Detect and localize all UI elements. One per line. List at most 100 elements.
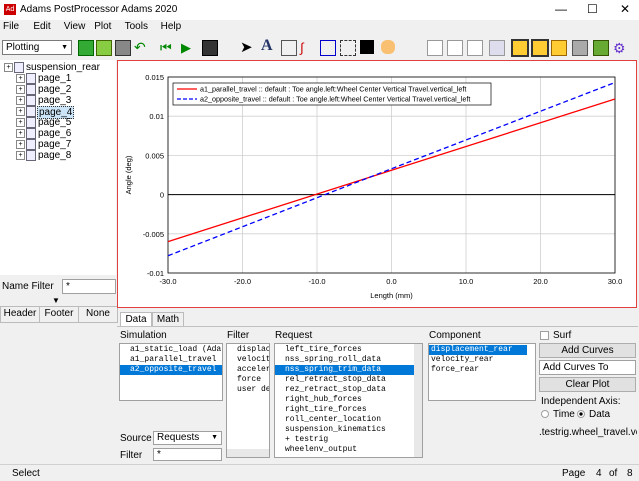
axis-tool[interactable]: [281, 40, 297, 56]
tree-expander[interactable]: +: [16, 140, 25, 149]
list-item[interactable]: right_hub_forces: [285, 395, 362, 404]
page-total: 8: [627, 468, 633, 479]
list-item[interactable]: force: [237, 375, 262, 384]
list-item[interactable]: velocity: [237, 355, 269, 364]
record[interactable]: [202, 40, 218, 56]
x-axis-label: Length (mm): [370, 291, 413, 300]
x-tick-label: -10.0: [308, 277, 325, 286]
play[interactable]: ▶: [181, 40, 191, 55]
data-tab[interactable]: Data: [120, 312, 152, 327]
settings[interactable]: ⚙: [613, 40, 626, 56]
curve-tool[interactable]: ∫: [300, 40, 304, 55]
add-mode-select[interactable]: Add Curves To Current▼: [539, 360, 636, 375]
list-item[interactable]: nss_spring_roll_data: [285, 355, 382, 364]
list-item[interactable]: a1_parallel_travel: [130, 355, 217, 364]
fit-tool[interactable]: [360, 40, 374, 54]
tree-expander[interactable]: +: [4, 63, 13, 72]
list-item[interactable]: suspension_kinematics: [285, 425, 386, 434]
maximize[interactable]: ☐: [587, 2, 598, 16]
scrollbar[interactable]: [227, 449, 269, 457]
source-select[interactable]: Requests ▼: [153, 431, 222, 445]
first[interactable]: ⏮: [160, 40, 172, 55]
plot-frame: -30.0 -20.0 -10.0 0.0 10.0 20.0 30.0 0.015 0.01 0…: [117, 60, 637, 308]
text-tool[interactable]: A: [261, 37, 273, 54]
add-mode-value: Add Curves To Current: [543, 362, 609, 373]
pan-tool[interactable]: [381, 40, 395, 54]
list-item[interactable]: wheelenv_output: [285, 445, 358, 454]
list-item[interactable]: nss_spring_trim_data: [275, 365, 422, 375]
list-item[interactable]: velocity_rear: [431, 355, 494, 364]
toggle-toolbar[interactable]: [551, 40, 567, 56]
refresh[interactable]: [96, 40, 112, 56]
add-curves-button[interactable]: Add Curves: [539, 343, 636, 358]
mode-select[interactable]: Plotting ▼: [2, 40, 72, 55]
header-tab[interactable]: Header: [0, 306, 40, 323]
tree-expander[interactable]: +: [16, 85, 25, 94]
tree-expander[interactable]: +: [16, 96, 25, 105]
tree-item[interactable]: suspension_rear: [26, 62, 100, 73]
data-tab[interactable]: Math: [152, 312, 184, 327]
surf-checkbox[interactable]: [540, 331, 549, 340]
options[interactable]: [572, 40, 588, 56]
select-tool[interactable]: ➤: [240, 39, 253, 56]
page-layout-2[interactable]: [447, 40, 463, 56]
list-item[interactable]: displaceme: [237, 345, 270, 354]
list-item[interactable]: + testrig: [285, 435, 329, 444]
tree-item[interactable]: page_8: [38, 150, 72, 161]
header-tab[interactable]: None: [78, 306, 118, 323]
data-radio[interactable]: [577, 410, 585, 418]
menu-item[interactable]: Tools: [124, 21, 148, 32]
time-radio[interactable]: [541, 410, 549, 418]
list-item[interactable]: force_rear: [431, 365, 480, 374]
undo[interactable]: ↶: [134, 39, 146, 55]
zoom-tool[interactable]: [320, 40, 336, 56]
menu-item[interactable]: File: [3, 21, 20, 32]
page-layout-1[interactable]: [427, 40, 443, 56]
surf-label: Surf: [553, 330, 572, 341]
list-item[interactable]: left_tire_forces: [285, 345, 362, 354]
tree-item[interactable]: page_2: [38, 84, 72, 95]
list-item[interactable]: rel_retract_stop_data: [285, 375, 386, 384]
tree-expander[interactable]: +: [16, 129, 25, 138]
tree-item[interactable]: page_1: [38, 73, 72, 84]
clear-plot-button[interactable]: Clear Plot: [539, 377, 636, 392]
header-tab[interactable]: Footer: [39, 306, 79, 323]
tree-expander[interactable]: +: [16, 151, 25, 160]
page-icon: [26, 139, 36, 150]
tree-item[interactable]: page_5: [38, 117, 72, 128]
toggle-bottom[interactable]: [531, 39, 549, 57]
toggle-tree[interactable]: [511, 39, 529, 57]
scrollbar[interactable]: [414, 344, 422, 457]
minimize[interactable]: —: [555, 2, 567, 16]
tree-expander[interactable]: +: [16, 118, 25, 127]
page-layout-3[interactable]: [467, 40, 483, 56]
name-filter-input[interactable]: *: [62, 279, 116, 294]
filter-input[interactable]: *: [153, 448, 222, 461]
tree-expander[interactable]: +: [16, 74, 25, 83]
tree-item[interactable]: page_6: [38, 128, 72, 139]
list-item[interactable]: a1_static_load (Ada: [130, 345, 222, 354]
list-item[interactable]: user defir: [237, 385, 270, 394]
box-tool[interactable]: [340, 40, 356, 56]
list-item[interactable]: roll_center_location: [285, 415, 382, 424]
tree-expander[interactable]: +: [16, 107, 25, 116]
menu-item[interactable]: Help: [160, 21, 182, 32]
list-item[interactable]: rez_retract_stop_data: [285, 385, 386, 394]
page-label: Page: [562, 468, 586, 479]
tree-item[interactable]: page_7: [38, 139, 72, 150]
page-layout-4[interactable]: [489, 40, 505, 56]
list-item[interactable]: displacement_rear: [429, 345, 527, 355]
list-item[interactable]: a2_opposite_travel: [120, 365, 222, 375]
splitter-arrow[interactable]: ▼: [52, 296, 60, 305]
close[interactable]: ✕: [620, 2, 631, 16]
menu-item[interactable]: Plot: [94, 21, 112, 32]
new-page[interactable]: [78, 40, 94, 56]
print[interactable]: [115, 40, 131, 56]
menu-item[interactable]: View: [63, 21, 86, 32]
tree-item[interactable]: page_3: [38, 95, 72, 106]
tree-item[interactable]: page_4: [37, 106, 75, 119]
list-item[interactable]: right_tire_forces: [285, 405, 367, 414]
list-item[interactable]: accelerati: [237, 365, 270, 374]
export[interactable]: [593, 40, 609, 56]
menu-item[interactable]: Edit: [33, 21, 51, 32]
